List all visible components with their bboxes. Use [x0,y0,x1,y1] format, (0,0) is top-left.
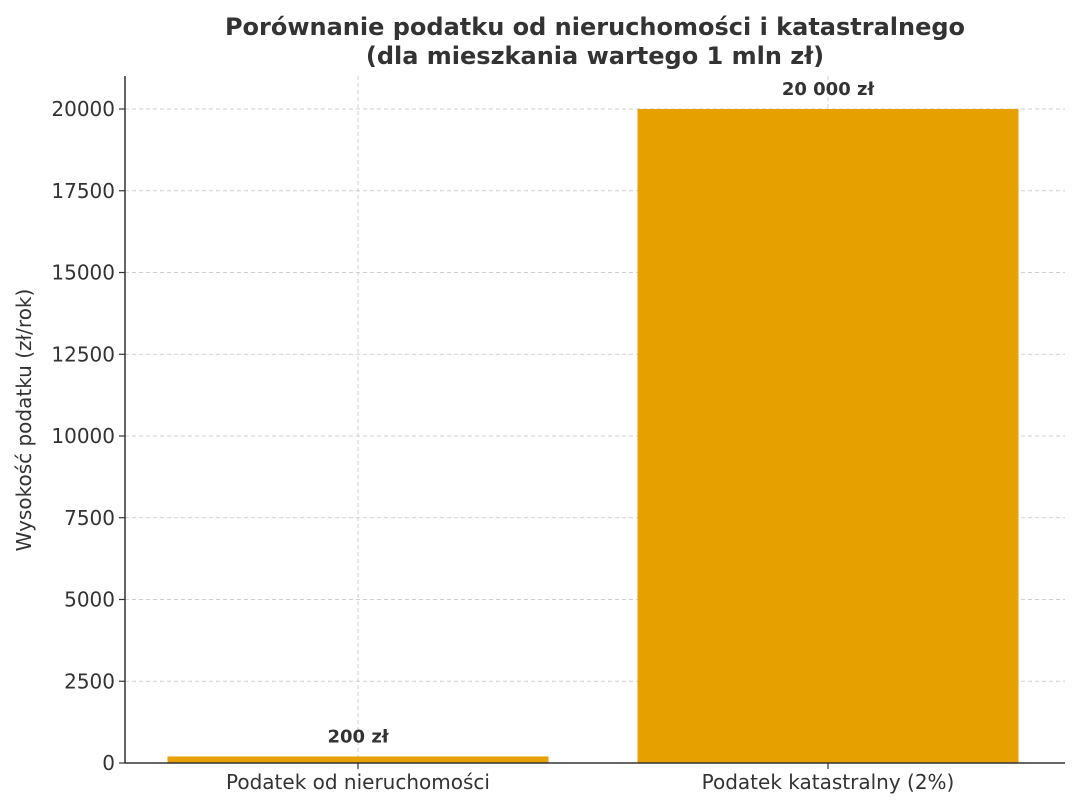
y-tick-label: 10000 [51,424,115,448]
y-tick-label: 2500 [64,669,115,693]
y-tick-label: 20000 [51,97,115,121]
y-tick-label: 17500 [51,179,115,203]
y-tick-label: 15000 [51,261,115,285]
chart-title-line-1: Porównanie podatku od nieruchomości i ka… [225,13,965,41]
data-label: 20 000 zł [782,79,876,100]
y-tick-label: 0 [102,751,115,775]
y-tick-label: 5000 [64,588,115,612]
data-label: 200 zł [328,726,390,747]
y-tick-label: 12500 [51,342,115,366]
x-tick-label: Podatek katastralny (2%) [702,770,955,794]
x-tick-label: Podatek od nieruchomości [226,770,490,794]
bar [637,109,1019,763]
y-axis-label: Wysokość podatku (zł/rok) [12,289,36,552]
chart-title-line-2: (dla mieszkania wartego 1 mln zł) [366,42,824,70]
bar [167,756,549,763]
y-tick-label: 7500 [64,506,115,530]
